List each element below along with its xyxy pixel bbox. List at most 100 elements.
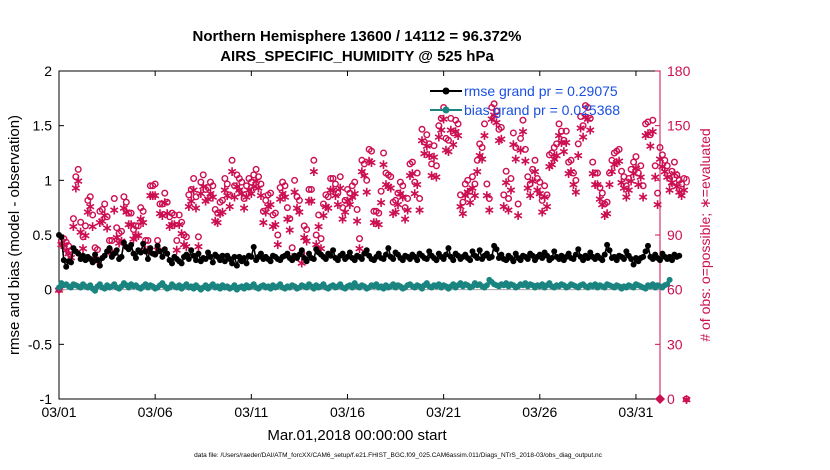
obs-possible-marker xyxy=(646,131,654,139)
obs-evaluated-marker: ∗ xyxy=(445,121,457,137)
obs-evaluated-marker: ∗ xyxy=(380,176,392,192)
obs-possible-marker xyxy=(77,218,85,226)
obs-evaluated-marker: ∗ xyxy=(226,163,238,179)
rmse-point xyxy=(284,250,291,257)
obs-evaluated-marker: ∗ xyxy=(272,236,284,252)
obs-evaluated-marker: ∗ xyxy=(265,196,277,212)
rmse-point xyxy=(236,253,243,260)
obs-evaluated-marker: ∗ xyxy=(666,174,678,190)
obs-evaluated-marker: ∗ xyxy=(313,218,325,234)
rmse-point xyxy=(450,257,457,264)
rmse-point xyxy=(142,248,149,255)
obs-evaluated-marker: ∗ xyxy=(657,158,669,174)
rmse-point xyxy=(147,245,154,252)
obs-evaluated-marker: ∗ xyxy=(536,203,548,219)
obs-evaluated-marker: ∗ xyxy=(491,114,503,130)
obs-possible-marker xyxy=(596,184,604,192)
obs-possible-marker xyxy=(430,142,438,150)
rmse-point xyxy=(159,253,166,260)
obs-evaluated-marker: ∗ xyxy=(346,189,358,205)
obs-evaluated-marker: ∗ xyxy=(534,185,546,201)
obs-possible-marker xyxy=(678,180,686,188)
obs-evaluated-marker: ∗ xyxy=(423,147,435,163)
obs-evaluated-marker: ∗ xyxy=(505,181,517,197)
rmse-point xyxy=(233,262,240,269)
obs-evaluated-marker: ∗ xyxy=(176,225,188,241)
obs-evaluated-marker: ∗ xyxy=(269,216,281,232)
rmse-point xyxy=(60,257,67,264)
obs-possible-marker xyxy=(118,227,126,235)
obs-possible-marker xyxy=(295,196,303,204)
obs-evaluated-marker: ∗ xyxy=(495,130,507,146)
rmse-point xyxy=(503,257,510,264)
obs-possible-marker xyxy=(557,127,565,135)
obs-evaluated-marker: ∗ xyxy=(118,200,130,216)
rmse-point xyxy=(303,258,310,265)
obs-evaluated-marker: ∗ xyxy=(236,185,248,201)
obs-evaluated-marker: ∗ xyxy=(233,181,245,197)
obs-possible-marker xyxy=(572,176,580,184)
obs-possible-marker xyxy=(93,246,101,254)
obs-evaluated-marker: ∗ xyxy=(108,201,120,217)
rmse-point xyxy=(58,234,65,241)
rmse-point xyxy=(390,256,397,263)
rmse-point xyxy=(488,253,495,260)
obs-evaluated-marker: ∗ xyxy=(253,180,265,196)
rmse-point xyxy=(75,250,82,257)
rmse-point xyxy=(474,254,481,261)
obs-possible-marker xyxy=(392,196,400,204)
x-tick-label: 03/31 xyxy=(618,404,653,420)
obs-evaluated-marker: ∗ xyxy=(563,165,575,181)
obs-evaluated-marker: ∗ xyxy=(498,198,510,214)
obs-evaluated-marker: ∗ xyxy=(152,242,164,258)
rmse-point xyxy=(580,257,587,264)
obs-evaluated-marker: ∗ xyxy=(635,169,647,185)
y2-tick-label: 30 xyxy=(667,336,683,352)
obs-evaluated-marker: ∗ xyxy=(318,207,330,223)
rmse-point xyxy=(433,257,440,264)
obs-evaluated-marker: ∗ xyxy=(450,123,462,139)
obs-possible-marker xyxy=(603,198,611,206)
rmse-point xyxy=(575,246,582,253)
obs-evaluated-marker: ∗ xyxy=(512,207,524,223)
obs-evaluated-marker: ∗ xyxy=(130,227,142,243)
rmse-point xyxy=(399,257,406,264)
y2-tick-label: 90 xyxy=(667,227,683,243)
obs-possible-marker xyxy=(680,175,688,183)
rmse-point xyxy=(565,250,572,257)
bias-point xyxy=(666,276,673,283)
x-tick-label: 03/06 xyxy=(138,404,173,420)
obs-evaluated-marker: ∗ xyxy=(572,147,584,163)
obs-evaluated-marker: ∗ xyxy=(669,165,681,181)
obs-possible-marker xyxy=(548,149,556,157)
obs-possible-marker xyxy=(230,182,238,190)
obs-evaluated-marker: ∗ xyxy=(250,172,262,188)
obs-evaluated-marker: ∗ xyxy=(645,138,657,154)
bias-point xyxy=(56,284,62,291)
obs-possible-marker xyxy=(444,136,452,144)
y2-tick-label: 150 xyxy=(667,118,691,134)
obs-possible-marker xyxy=(122,198,130,206)
obs-evaluated-marker: ∗ xyxy=(344,196,356,212)
rmse-point xyxy=(231,253,238,260)
obs-evaluated-marker: ∗ xyxy=(349,185,361,201)
rmse-point xyxy=(334,257,341,264)
obs-evaluated-marker: ∗ xyxy=(164,218,176,234)
obs-possible-marker xyxy=(490,100,498,108)
obs-possible-marker xyxy=(663,162,671,170)
obs-possible-marker xyxy=(473,156,481,164)
rmse-point xyxy=(358,256,365,263)
rmse-point xyxy=(385,245,392,252)
obs-evaluated-marker: ∗ xyxy=(676,187,688,203)
obs-possible-marker xyxy=(228,156,236,164)
obs-evaluated-marker: ∗ xyxy=(128,231,140,247)
obs-evaluated-marker: ∗ xyxy=(373,216,385,232)
obs-evaluated-marker: ∗ xyxy=(399,211,411,227)
obs-possible-marker xyxy=(416,195,424,203)
obs-possible-marker xyxy=(466,187,474,195)
obs-possible-marker xyxy=(353,205,361,213)
rmse-point xyxy=(118,253,125,260)
obs-possible-marker xyxy=(339,204,347,212)
obs-possible-marker xyxy=(240,195,248,203)
obs-evaluated-marker: ∗ xyxy=(183,198,195,214)
